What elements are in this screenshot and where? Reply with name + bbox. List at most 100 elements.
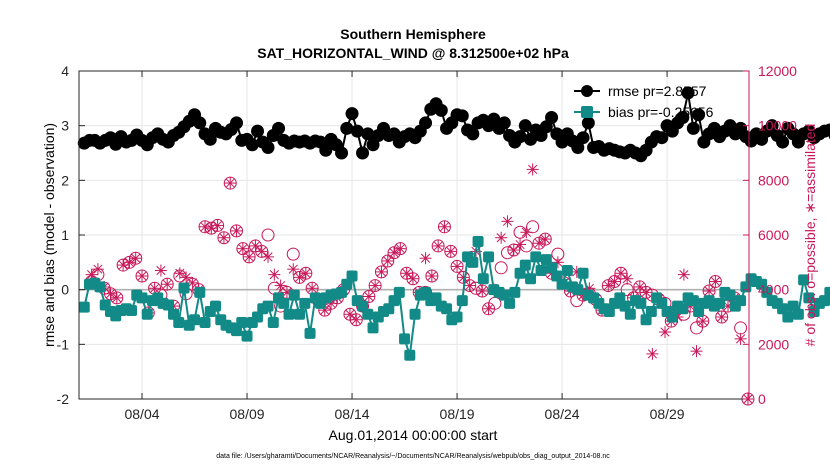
rmse-point	[230, 116, 243, 129]
obs-assimilated-marker	[735, 333, 747, 345]
y-tick-label-left: 2	[61, 172, 69, 188]
rmse-point	[272, 122, 285, 135]
bias-point	[142, 309, 153, 320]
bias-point	[457, 295, 468, 306]
rmse-point	[456, 109, 469, 122]
bias-point	[200, 317, 211, 328]
bias-point	[536, 265, 547, 276]
bias-point	[562, 265, 573, 276]
rmse-point	[577, 131, 590, 144]
obs-assimilated-marker	[716, 311, 728, 323]
obs-assimilated-marker	[92, 263, 104, 275]
rmse-point	[582, 116, 595, 129]
obs-assimilated-marker	[615, 267, 627, 279]
y-tick-label-left: 1	[61, 227, 69, 243]
y-tick-label-right: 4000	[758, 282, 789, 298]
obs-assimilated-marker	[350, 314, 362, 326]
x-tick-label: 08/04	[124, 406, 159, 422]
obs-assimilated-marker	[438, 221, 450, 233]
bias-point	[284, 309, 295, 320]
obs-assimilated-marker	[634, 281, 646, 293]
rmse-point	[419, 116, 432, 129]
legend-marker-rmse	[581, 85, 593, 97]
obs-assimilated-marker	[539, 233, 551, 245]
obs-assimilated-marker	[161, 278, 173, 290]
obs-assimilated-marker	[130, 252, 142, 264]
bias-point	[572, 284, 583, 295]
bias-point	[452, 312, 463, 323]
obs-assimilated-marker	[287, 263, 299, 275]
bias-point	[399, 333, 410, 344]
bias-point	[478, 273, 489, 284]
bias-point	[714, 298, 725, 309]
obs-assimilated-marker	[344, 308, 356, 320]
x-tick-label: 08/09	[230, 406, 265, 422]
bias-point	[735, 295, 746, 306]
rmse-point	[262, 141, 275, 154]
obs-assimilated-marker	[457, 271, 469, 283]
bias-point	[95, 281, 106, 292]
bias-point	[179, 283, 190, 294]
obs-assimilated-marker	[394, 243, 406, 255]
y-tick-label-left: -2	[57, 391, 70, 407]
obs-assimilated-marker	[300, 267, 312, 279]
bias-point	[483, 251, 494, 262]
obs-assimilated-marker	[237, 243, 249, 255]
obs-assimilated-marker	[262, 251, 274, 263]
x-tick-label: 08/19	[440, 406, 475, 422]
y-tick-label-right: 0	[758, 391, 766, 407]
y-tick-label-left: -1	[57, 336, 70, 352]
bias-point	[473, 236, 484, 247]
obs-assimilated-marker	[640, 286, 652, 298]
obs-assimilated-marker	[527, 163, 539, 175]
rmse-point	[356, 147, 369, 160]
bias-point	[268, 317, 279, 328]
bias-point	[299, 298, 310, 309]
obs-assimilated-marker	[445, 245, 457, 257]
legend-label-rmse: rmse pr=2.8557	[608, 83, 707, 99]
y-axis-label-left: rmse and bias (model - observation)	[41, 123, 57, 347]
obs-assimilated-marker	[432, 240, 444, 252]
bias-point	[173, 317, 184, 328]
bias-point	[667, 312, 678, 323]
obs-assimilated-marker	[136, 270, 148, 282]
obs-assimilated-marker	[249, 240, 261, 252]
obs-assimilated-marker	[375, 266, 387, 278]
y-tick-label-right: 2000	[758, 336, 789, 352]
bias-point	[404, 350, 415, 361]
x-tick-label: 08/24	[545, 406, 580, 422]
bias-point	[394, 287, 405, 298]
bias-point	[189, 314, 200, 325]
footnote: data file: /Users/gharamti/Documents/NCA…	[216, 453, 610, 460]
obs-assimilated-marker	[514, 239, 526, 251]
bias-point	[824, 287, 830, 298]
rmse-point	[346, 107, 359, 120]
y-tick-label-left: 0	[61, 282, 69, 298]
y-tick-label-left: 4	[61, 63, 69, 79]
y-tick-label-left: 3	[61, 118, 69, 134]
obs-assimilated-marker	[495, 232, 507, 244]
obs-assimilated-marker	[256, 245, 268, 257]
obs-assimilated-marker	[609, 275, 621, 287]
rmse-point	[687, 122, 700, 135]
bias-point	[79, 302, 90, 313]
obs-assimilated-marker	[520, 226, 532, 238]
obs-assimilated-marker	[420, 252, 432, 264]
obs-assimilated-marker	[382, 255, 394, 267]
bias-point	[236, 317, 247, 328]
bias-point	[242, 331, 253, 342]
obs-assimilated-marker	[483, 303, 495, 315]
obs-assimilated-marker	[180, 271, 192, 283]
obs-assimilated-marker	[501, 215, 513, 227]
bias-point	[347, 271, 358, 282]
obs-assimilated-marker	[426, 270, 438, 282]
obs-assimilated-marker	[709, 275, 721, 287]
bias-point	[441, 303, 452, 314]
rmse-point	[335, 147, 348, 160]
rmse-point	[498, 116, 511, 129]
obs-assimilated-marker	[243, 251, 255, 263]
bias-point	[126, 305, 137, 316]
obs-assimilated-marker	[476, 285, 488, 297]
